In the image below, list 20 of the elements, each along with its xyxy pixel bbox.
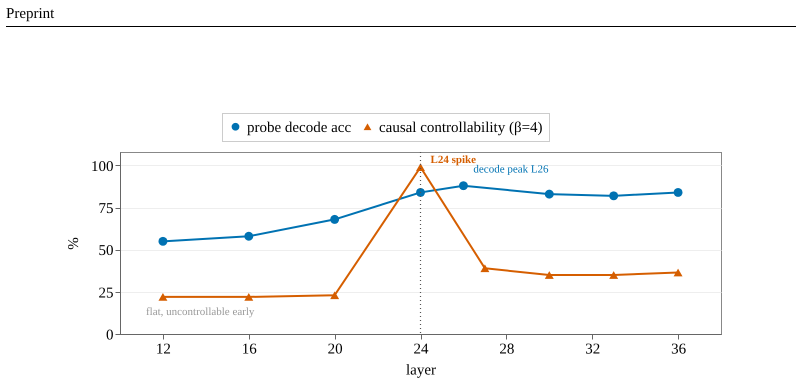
text: Preprint — [6, 6, 796, 27]
x-tick-label: 28 — [499, 342, 514, 358]
x-tick-label: 20 — [328, 342, 343, 358]
legend-label: probe decode acc — [247, 120, 352, 136]
x-tick-label: 24 — [414, 342, 429, 358]
x-tick-label: 16 — [242, 342, 258, 358]
x-tick-label: 36 — [671, 342, 687, 358]
annotation: decode peak L26 — [473, 164, 550, 176]
y-tick-label: 25 — [98, 285, 114, 302]
legend-label: causal controllability (β=4) — [379, 120, 543, 136]
x-tick-label: 32 — [585, 342, 600, 358]
annotation: flat, uncontrollable early — [146, 306, 255, 318]
y-tick-label: 0 — [106, 328, 114, 344]
y-tick-label: 75 — [98, 201, 114, 218]
y-tick-label: 50 — [98, 243, 114, 260]
x-tick-label: 12 — [156, 342, 171, 358]
y-axis-title: % — [66, 237, 82, 250]
x-axis-title: layer — [406, 362, 436, 378]
y-tick-label: 100 — [91, 158, 114, 175]
annotation: L24 spike — [430, 154, 476, 166]
